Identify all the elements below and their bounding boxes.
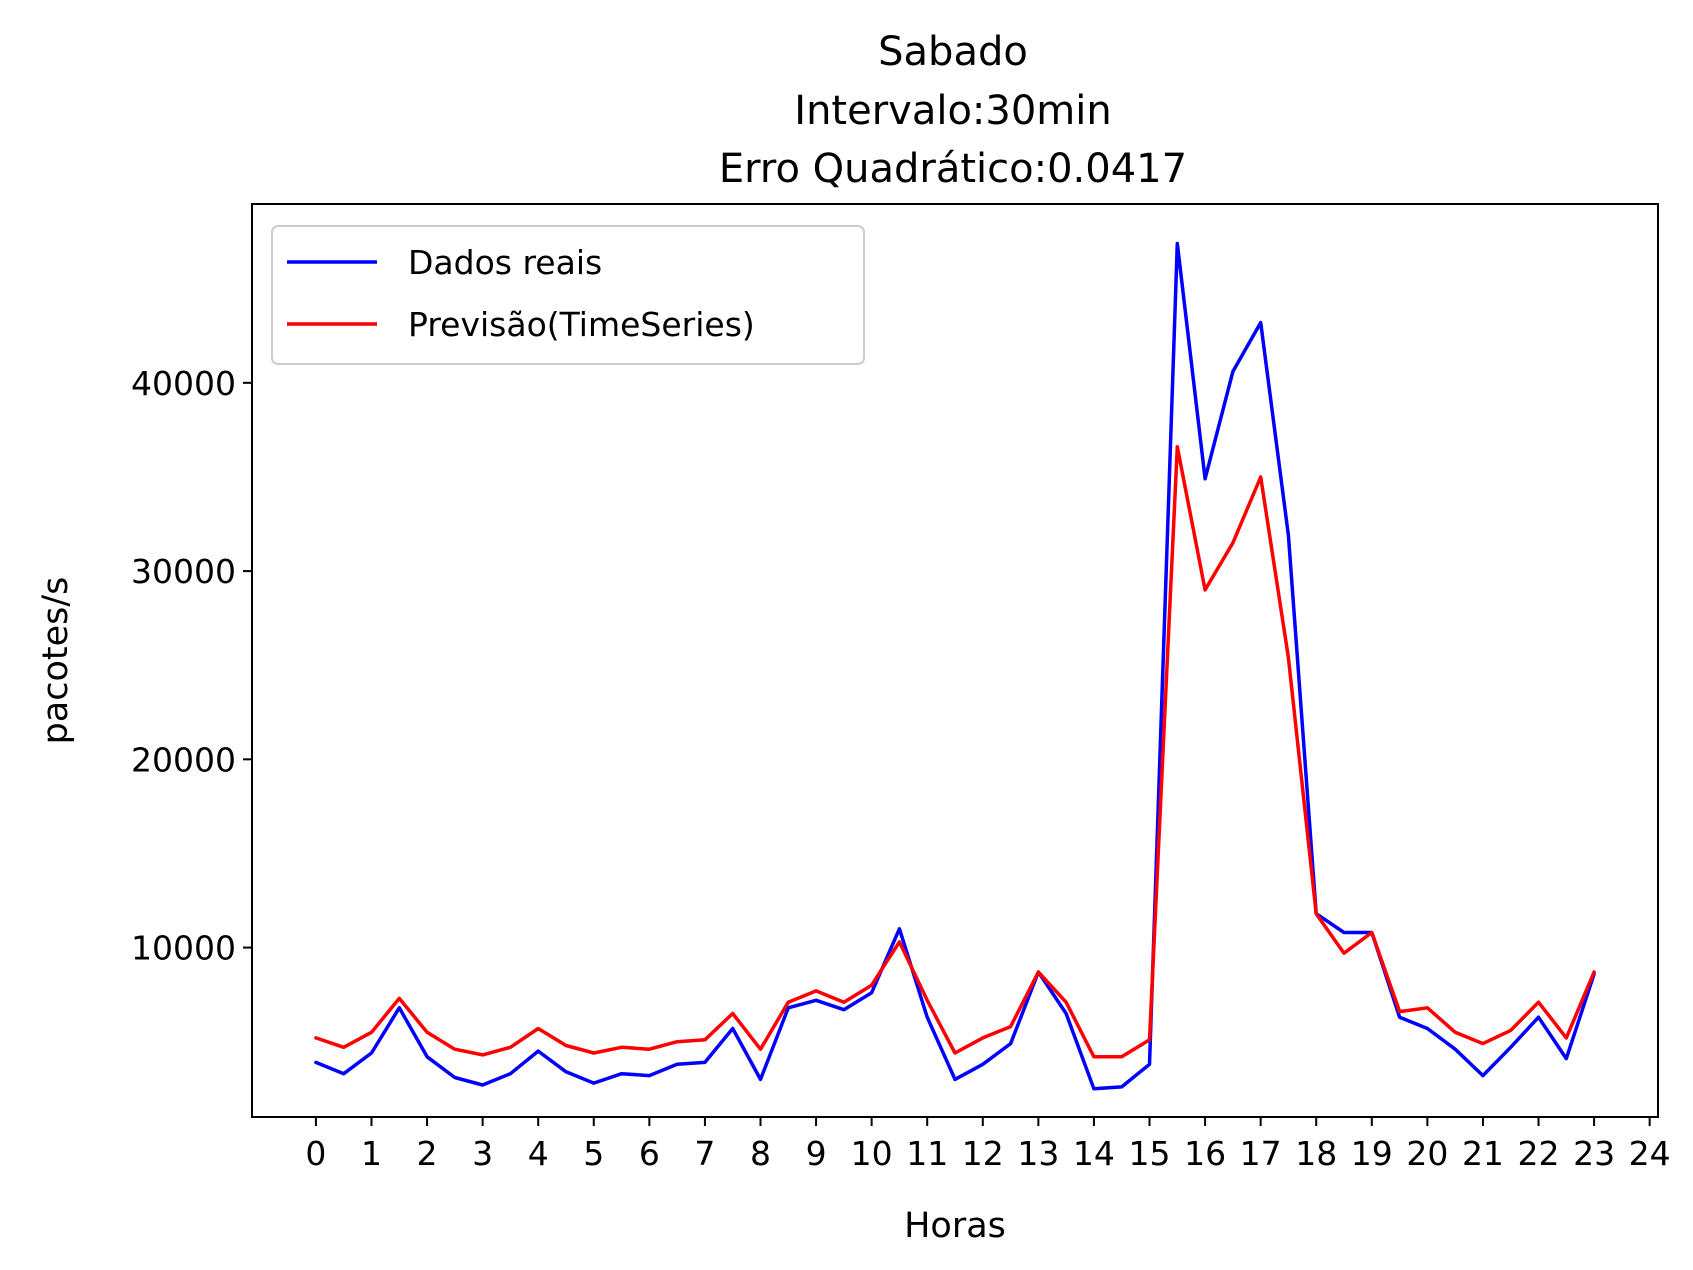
series-line-dados-reais xyxy=(314,241,1596,1091)
x-tick-label: 20 xyxy=(1406,1134,1448,1173)
chart-title: Sabado Intervalo:30min Erro Quadrático:0… xyxy=(719,29,1187,192)
x-tick-label: 14 xyxy=(1073,1134,1115,1173)
legend: Dados reais Previsão(TimeSeries) xyxy=(271,225,865,365)
x-tick-label: 22 xyxy=(1518,1134,1560,1173)
plot-area-frame xyxy=(251,203,1659,1118)
x-tick-label: 8 xyxy=(750,1134,771,1173)
legend-label: Previsão(TimeSeries) xyxy=(408,305,755,344)
y-tick-label: 30000 xyxy=(131,552,236,591)
x-axis-label: Horas xyxy=(904,1206,1006,1246)
x-tick-label: 0 xyxy=(305,1134,326,1173)
x-tick-label: 11 xyxy=(906,1134,948,1173)
x-tick-label: 19 xyxy=(1351,1134,1393,1173)
y-tick-label: 20000 xyxy=(131,740,236,779)
plot-series-group xyxy=(314,241,1596,1091)
x-tick-label: 24 xyxy=(1629,1134,1671,1173)
y-tick-label: 10000 xyxy=(131,929,236,968)
x-tick-label: 17 xyxy=(1240,1134,1282,1173)
x-axis-ticks: 0 1 2 3 4 5 6 7 8 9 10 11 12 13 14 15 16 17 18 19 20 21 22 23 24 xyxy=(305,1117,1671,1173)
x-tick-label: 4 xyxy=(528,1134,549,1173)
series-line-previsao xyxy=(314,445,1596,1059)
x-tick-label: 6 xyxy=(639,1134,660,1173)
x-tick-label: 12 xyxy=(962,1134,1004,1173)
x-tick-label: 13 xyxy=(1017,1134,1059,1173)
y-axis-ticks: 10000 20000 30000 40000 xyxy=(131,364,252,968)
x-tick-label: 3 xyxy=(472,1134,493,1173)
x-tick-label: 5 xyxy=(583,1134,604,1173)
x-tick-label: 10 xyxy=(851,1134,893,1173)
y-axis-label: pacotes/s xyxy=(36,577,76,745)
x-tick-label: 2 xyxy=(417,1134,438,1173)
y-tick-label: 40000 xyxy=(131,364,236,403)
x-tick-label: 16 xyxy=(1184,1134,1226,1173)
x-tick-label: 23 xyxy=(1573,1134,1615,1173)
chart-title-line: Sabado xyxy=(878,29,1028,75)
legend-box xyxy=(271,225,865,365)
chart-title-line: Intervalo:30min xyxy=(794,88,1111,134)
x-tick-label: 15 xyxy=(1129,1134,1171,1173)
x-tick-label: 7 xyxy=(694,1134,715,1173)
chart-title-line: Erro Quadrático:0.0417 xyxy=(719,146,1187,192)
legend-label: Dados reais xyxy=(408,243,602,282)
x-tick-label: 9 xyxy=(806,1134,827,1173)
x-tick-label: 18 xyxy=(1295,1134,1337,1173)
x-tick-label: 21 xyxy=(1462,1134,1504,1173)
x-tick-label: 1 xyxy=(361,1134,382,1173)
